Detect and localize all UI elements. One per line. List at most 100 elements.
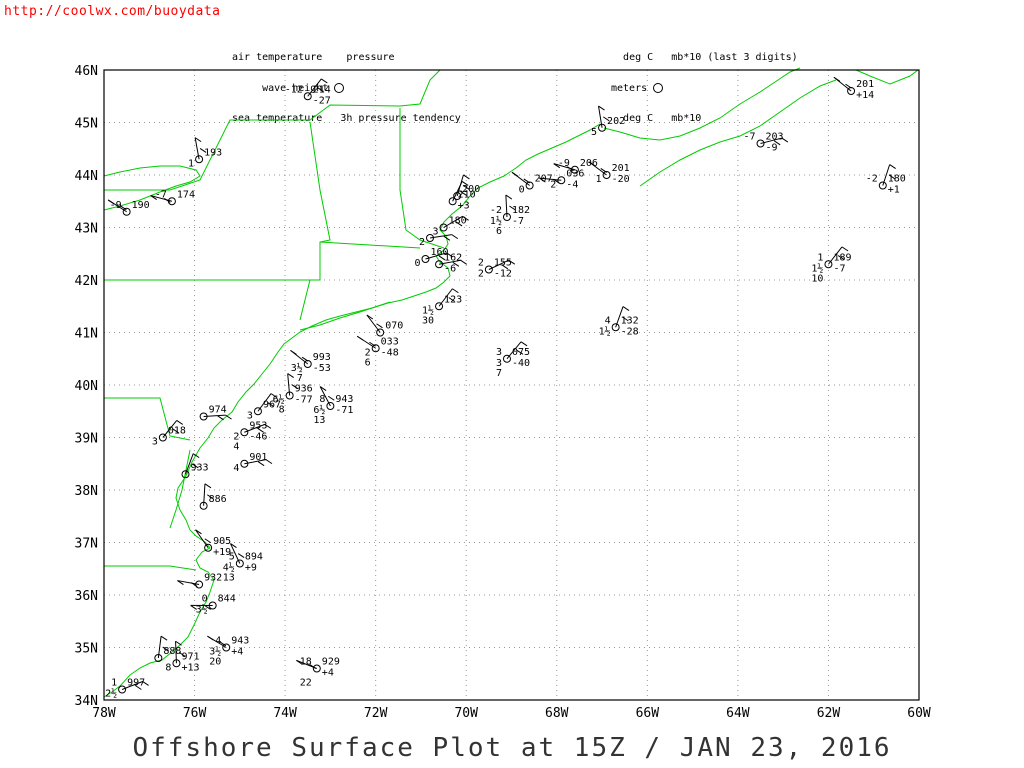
station-plot[interactable]: -12 214-27 (285, 78, 331, 106)
wind-barb-icon (539, 177, 562, 181)
station-circle-icon (253, 407, 262, 416)
station-plot[interactable]: 967 3 (247, 393, 281, 422)
station-pressure: 201 (612, 163, 630, 174)
wind-barb-feather-icon (107, 199, 115, 205)
station-plot[interactable]: 210+3 (448, 180, 476, 211)
station-plot[interactable]: 971 8 +13 (165, 640, 200, 673)
map-frame (103, 69, 920, 701)
wind-barb-icon (230, 543, 241, 564)
station-plot[interactable]: 5 894 4½ +9 13 (223, 543, 263, 584)
wind-barb-feather-icon (376, 323, 383, 329)
axis-ticks: 78W 76W 74W 72W 70W 68W 66W 64W 62W 60W 46N 45N 44N 4… (75, 64, 931, 721)
station-plot[interactable]: 4 943 3½ +4 20 (207, 636, 249, 668)
station-plot[interactable]: 123 1½30 (422, 288, 462, 327)
station-plot[interactable]: 1 189 1½ -7 10 (811, 246, 852, 284)
station-plot[interactable]: 070 (366, 314, 403, 337)
station-plot[interactable]: 036 2 -4 (539, 168, 584, 190)
station-wave-height: 2 (550, 179, 556, 190)
station-plot[interactable]: -9 190 (107, 199, 150, 216)
lat-tick-label: 37N (75, 537, 98, 552)
station-plot[interactable]: -9 206 (553, 158, 598, 174)
station-plot[interactable]: 033 2 -48 6 (356, 335, 399, 368)
station-plot[interactable]: 18 929+4 22 (296, 657, 340, 689)
wind-barb-feather-icon (511, 171, 519, 177)
wind-barb-feather-icon (160, 635, 168, 641)
station-plot[interactable]: 886 (199, 483, 227, 510)
station-sea-temp: 13 (313, 415, 325, 426)
station-plot[interactable]: 953 2 -46 4 (233, 420, 272, 452)
station-plot[interactable]: 162-6 (435, 252, 467, 274)
wind-barb-feather-icon (207, 635, 214, 641)
station-plot[interactable]: 993 3½ -53 7 (290, 349, 331, 384)
station-wave-height: 4 (233, 463, 239, 474)
station-air-temp: -7 (743, 132, 755, 143)
station-plot[interactable]: 888 (154, 635, 182, 662)
station-air-temp: 4 (605, 315, 611, 326)
wind-barb-feather-icon (509, 205, 516, 211)
station-plot[interactable]: 2 (419, 234, 459, 249)
station-sea-temp: 7 (496, 368, 502, 379)
wind-barb-feather-icon (622, 316, 629, 322)
station-plot[interactable]: 905+19 (195, 529, 231, 558)
station-plot[interactable]: 3 075 3 -40 7 (496, 341, 530, 379)
station-air-temp: 4 (215, 636, 221, 647)
station-circle-icon (312, 664, 321, 673)
lon-tick-label: 64W (726, 706, 750, 721)
station-plot[interactable]: 4 132 1½ -28 (599, 306, 639, 338)
station-pressure-tendency: -4 (566, 179, 578, 190)
station-wave-height: 1 (188, 158, 194, 169)
source-url-link[interactable]: http://coolwx.com/buoydata (4, 4, 221, 19)
station-plot[interactable]: -7 203-9 (743, 132, 789, 154)
station-plot[interactable]: -2 182 1½ -7 6 (490, 194, 530, 237)
lon-tick-label: 70W (454, 706, 478, 721)
station-pressure: 206 (580, 158, 598, 169)
wind-barb-icon (244, 459, 267, 465)
wind-barb-feather-icon (461, 180, 469, 186)
station-plot[interactable]: -7 174 (150, 189, 195, 206)
station-plot[interactable]: 901 4 (233, 452, 273, 474)
wind-barb-feather-icon (455, 221, 463, 227)
station-plot[interactable]: 2 155 2 -12 (478, 258, 516, 280)
station-wave-height: 2 (478, 269, 484, 280)
wind-barb-feather-icon (889, 164, 896, 170)
station-circle-icon (240, 459, 249, 468)
station-circle-icon (235, 559, 244, 568)
station-plot[interactable]: 201 1 -20 (588, 161, 630, 185)
station-plot[interactable]: 1 997 2½ (105, 678, 149, 700)
station-plot[interactable]: 932 (177, 573, 222, 589)
station-pressure-tendency: -12 (494, 269, 512, 280)
station-pressure-tendency: +4 (322, 668, 334, 679)
station-pressure: 162 (444, 252, 462, 263)
station-plot[interactable]: -2 180+1 (866, 164, 906, 196)
station-plot[interactable]: 933 (181, 453, 209, 479)
station-pressure: 901 (249, 452, 267, 463)
wind-barb-feather-icon (366, 314, 374, 320)
station-pressure: 200 (462, 184, 480, 195)
station-pressure: 953 (249, 420, 267, 431)
station-pressure: 214 (313, 84, 331, 95)
wind-barb-feather-icon (301, 356, 309, 362)
wind-barb-feather-icon (588, 161, 596, 167)
station-wave-height: 2 (365, 347, 371, 358)
wind-barb-feather-icon (841, 246, 849, 252)
wind-barb-feather-icon (505, 194, 513, 200)
station-plot[interactable]: 8 943 6½ -71 13 (313, 386, 353, 426)
station-plot[interactable]: 974 (199, 405, 232, 421)
station-wave-height: 2½ (105, 688, 117, 700)
station-plot[interactable]: 0 844 3½ (190, 594, 236, 616)
station-plot[interactable]: 018 3 (152, 420, 186, 448)
station-pressure: 932 (204, 573, 222, 584)
station-plot[interactable]: 201+14 (833, 76, 874, 101)
wind-barb-feather-icon (443, 235, 451, 241)
legend-unit-tendency: mb*10 (671, 113, 702, 124)
station-circle-icon (122, 207, 131, 216)
station-pressure: 997 (127, 678, 145, 689)
station-pressure: 943 (335, 394, 353, 405)
